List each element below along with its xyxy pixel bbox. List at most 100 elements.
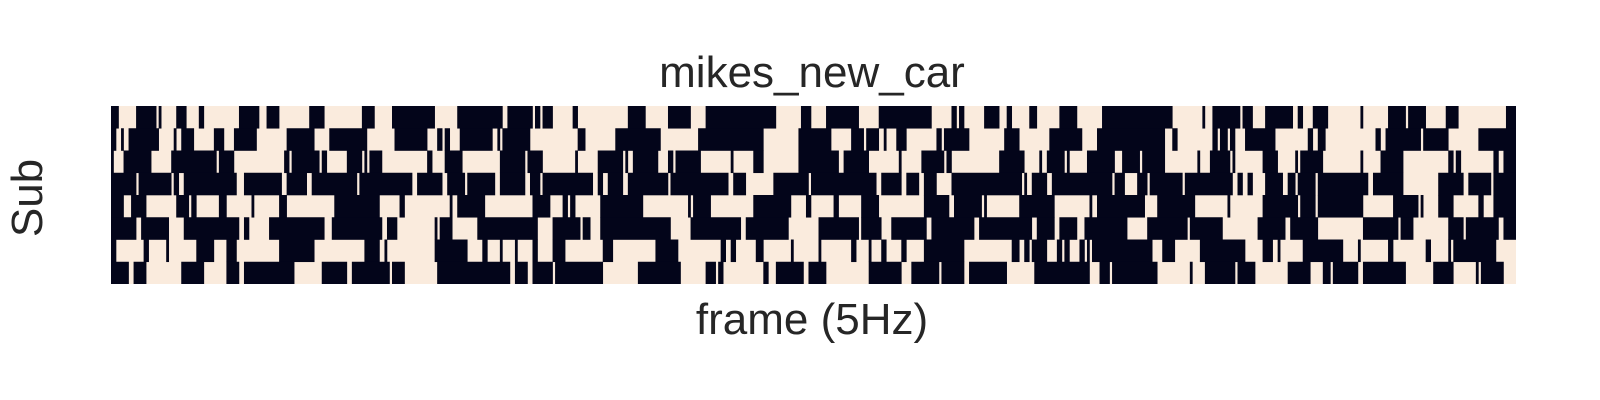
heatmap-cell bbox=[1322, 261, 1331, 284]
heatmap-cell bbox=[1287, 172, 1296, 196]
heatmap-cell bbox=[532, 261, 553, 284]
heatmap-cell bbox=[625, 150, 629, 174]
heatmap-cell bbox=[730, 150, 734, 174]
heatmap-cell bbox=[502, 128, 531, 151]
heatmap-cell bbox=[936, 128, 942, 151]
heatmap-cell bbox=[833, 195, 839, 218]
heatmap-cell bbox=[392, 106, 435, 129]
heatmap-cell bbox=[1493, 150, 1499, 174]
heatmap-cell bbox=[667, 150, 674, 174]
heatmap-cell bbox=[143, 239, 149, 263]
heatmap-cell bbox=[800, 106, 812, 129]
x-axis-label: frame (5Hz) bbox=[695, 295, 929, 344]
heatmap-cell bbox=[417, 172, 443, 196]
heatmap-cell bbox=[851, 128, 864, 151]
heatmap-cell bbox=[720, 239, 726, 263]
heatmap-cell bbox=[891, 217, 927, 240]
heatmap-cell bbox=[954, 195, 982, 218]
heatmap-cell bbox=[183, 172, 237, 196]
heatmap-cell bbox=[173, 128, 177, 151]
heatmap-cell bbox=[196, 239, 215, 263]
heatmap-cell bbox=[1438, 195, 1454, 218]
heatmap-cell bbox=[1046, 150, 1065, 174]
heatmap-cell bbox=[1400, 217, 1414, 240]
heatmap-cell bbox=[969, 261, 1007, 284]
heatmap-cell bbox=[311, 172, 358, 196]
heatmap-cell bbox=[233, 128, 257, 151]
heatmap-cell bbox=[1197, 150, 1201, 174]
heatmap-cell bbox=[627, 172, 669, 196]
heatmap-cell bbox=[1453, 239, 1497, 263]
heatmap-cell bbox=[384, 239, 388, 263]
heatmap-cell bbox=[1056, 239, 1063, 263]
heatmap-cell bbox=[364, 150, 368, 174]
heatmap-cell bbox=[542, 106, 553, 129]
heatmap-cell bbox=[213, 128, 225, 151]
heatmap-cell bbox=[868, 261, 902, 284]
heatmap-cell bbox=[1099, 261, 1110, 284]
heatmap-cell bbox=[399, 195, 405, 218]
heatmap-cell bbox=[1360, 150, 1364, 174]
heatmap-cell bbox=[896, 128, 907, 151]
heatmap-cell bbox=[1262, 195, 1299, 218]
heatmap-cell bbox=[1388, 239, 1394, 263]
heatmap-cell bbox=[359, 172, 413, 196]
heatmap-cell bbox=[1493, 172, 1516, 196]
heatmap-cell bbox=[111, 239, 117, 263]
heatmap-cell bbox=[941, 261, 965, 284]
heatmap-cell bbox=[266, 106, 280, 129]
heatmap-cell bbox=[1332, 261, 1359, 284]
heatmap-cell bbox=[369, 150, 383, 174]
heatmap-cell bbox=[906, 172, 920, 196]
heatmap-cell bbox=[226, 239, 237, 263]
heatmap-cell bbox=[329, 128, 368, 151]
heatmap-cell bbox=[1245, 128, 1276, 151]
heatmap-cell bbox=[951, 172, 1023, 196]
heatmap-cell bbox=[218, 150, 235, 174]
heatmap-cell bbox=[1262, 239, 1273, 263]
heatmap-cell bbox=[439, 217, 453, 240]
heatmap-cell bbox=[1086, 150, 1115, 174]
heatmap-cell bbox=[637, 261, 681, 284]
heatmap-cell bbox=[1295, 150, 1299, 174]
heatmap-cell bbox=[1199, 239, 1246, 263]
heatmap-cell bbox=[361, 106, 375, 129]
y-axis-label: Sub bbox=[3, 158, 52, 238]
heatmap-cell bbox=[868, 239, 872, 263]
heatmap-cell bbox=[627, 106, 646, 129]
heatmap-cell bbox=[555, 261, 604, 284]
heatmap-cell bbox=[818, 239, 822, 263]
heatmap-cell bbox=[883, 128, 887, 151]
heatmap-cell bbox=[881, 172, 902, 196]
heatmap-cell bbox=[1147, 217, 1188, 240]
heatmap-cell bbox=[198, 106, 205, 129]
heatmap-cell bbox=[1448, 217, 1464, 240]
heatmap-cell bbox=[181, 261, 205, 284]
heatmap-cell bbox=[861, 217, 882, 240]
heatmap-cell bbox=[131, 195, 147, 218]
heatmap-cell bbox=[1157, 195, 1196, 218]
heatmap-cell bbox=[745, 217, 789, 240]
heatmap-cell bbox=[1019, 195, 1055, 218]
heatmap-cell bbox=[843, 150, 869, 174]
heatmap-cell bbox=[1265, 172, 1283, 196]
heatmap-cell bbox=[911, 261, 940, 284]
heatmap-cell bbox=[943, 128, 970, 151]
heatmap-cell bbox=[364, 239, 380, 263]
heatmap-cell bbox=[1242, 106, 1253, 129]
heatmap-cell bbox=[1102, 106, 1173, 129]
heatmap-cell bbox=[499, 172, 526, 196]
heatmap-cell bbox=[291, 150, 320, 174]
heatmap-cell bbox=[1247, 172, 1253, 196]
heatmap-cell bbox=[457, 195, 486, 218]
heatmap-cell bbox=[321, 150, 328, 174]
heatmap-cell bbox=[128, 128, 159, 151]
heatmap-cell bbox=[1079, 239, 1085, 263]
heatmap-cell bbox=[923, 172, 937, 196]
heatmap-cell bbox=[572, 106, 578, 129]
heatmap-cell bbox=[690, 217, 742, 240]
heatmap-cell bbox=[123, 150, 152, 174]
heatmap-cell bbox=[444, 150, 463, 174]
heatmap-cell bbox=[808, 261, 827, 284]
heatmap-cell bbox=[866, 128, 880, 151]
